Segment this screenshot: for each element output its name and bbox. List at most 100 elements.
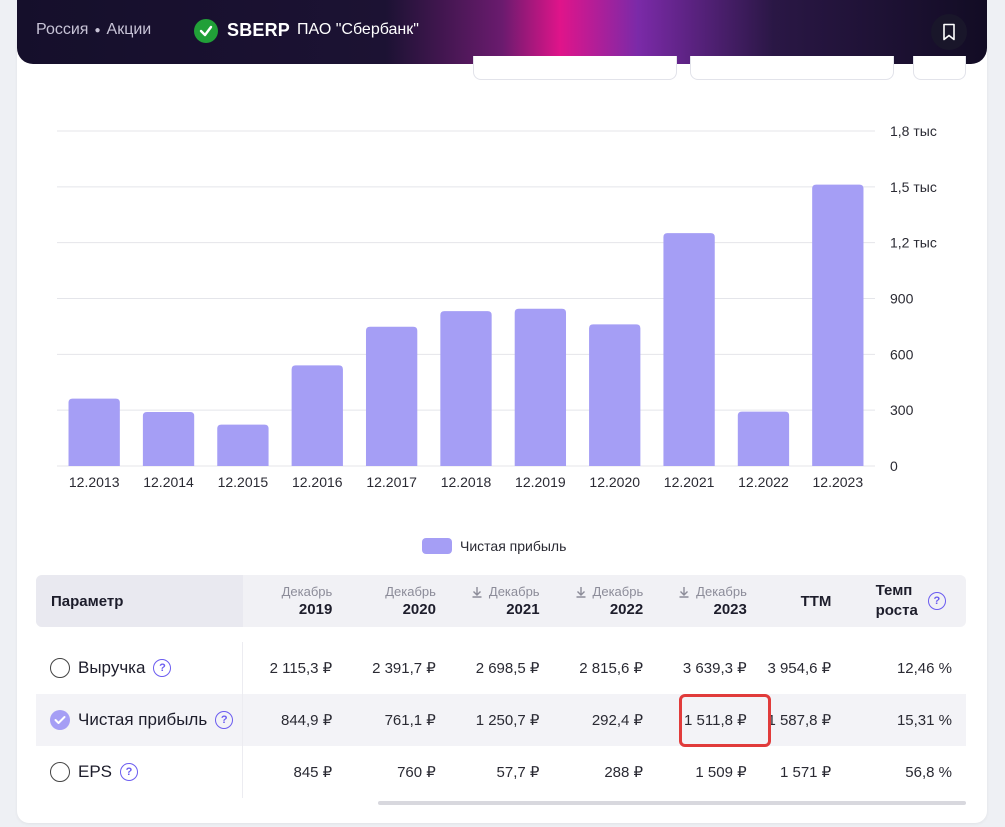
chart-bar[interactable]	[217, 424, 269, 466]
table-cell: 2 815,6 ₽	[579, 660, 644, 677]
breadcrumb: Россия ● Акции	[36, 21, 151, 39]
horizontal-scrollbar[interactable]	[378, 801, 966, 805]
row-radio[interactable]	[50, 658, 70, 678]
table-cell: 1 509 ₽	[695, 764, 747, 781]
table-cell: 3 639,3 ₽	[682, 660, 747, 677]
col-month: Декабрь	[592, 584, 644, 599]
y-tick-label: 600	[890, 346, 914, 362]
currency-select[interactable]	[690, 56, 894, 80]
x-tick-label: 12.2013	[69, 474, 120, 490]
y-tick-label: 0	[890, 458, 898, 474]
bookmark-button[interactable]	[931, 14, 967, 50]
growth-cell: 56,8 %	[905, 763, 952, 781]
table-cell: 292,4 ₽	[591, 712, 644, 729]
col-year: 2019	[298, 601, 333, 618]
col-month: Декабрь	[281, 584, 333, 599]
growth-cell: 15,31 %	[896, 711, 952, 729]
growth-header: Темп роста ?	[845, 575, 966, 627]
chart-bar[interactable]	[589, 324, 641, 466]
top-bar: Россия ● Акции SBERP ПАО "Сбербанк"	[17, 0, 987, 64]
table-cell: 845 ₽	[293, 764, 333, 781]
y-tick-label: 1,5 тыс	[890, 179, 937, 195]
x-tick-label: 12.2023	[813, 474, 864, 490]
net-profit-chart: 0 300 600 900 1,2 тыс 1,5 тыс 1,8 тыс 12.2013 12…	[40, 108, 970, 508]
download-icon[interactable]	[471, 586, 483, 598]
breadcrumb-separator: ●	[94, 24, 101, 36]
row-label: Чистая прибыль	[78, 710, 208, 729]
breadcrumb-country[interactable]: Россия	[36, 21, 89, 38]
chart-bar[interactable]	[440, 311, 492, 466]
x-tick-label: 12.2021	[664, 474, 715, 490]
financials-table: Параметр Декабрь 2019 Декабрь 2020 Декаб…	[36, 575, 966, 798]
col-header-2020[interactable]: Декабрь 2020	[346, 575, 450, 627]
table-row-net-profit[interactable]: Чистая прибыль ? 844,9 ₽ 761,1 ₽ 1 250,7…	[36, 694, 966, 746]
param-header: Параметр	[36, 575, 243, 627]
col-header-2019[interactable]: Декабрь 2019	[243, 575, 347, 627]
y-tick-label: 1,8 тыс	[890, 123, 937, 139]
x-tick-label: 12.2020	[589, 474, 640, 490]
row-radio-checked[interactable]	[50, 710, 70, 730]
sber-logo-icon	[194, 19, 218, 43]
chart-legend[interactable]: Чистая прибыль	[422, 538, 566, 554]
chart-bar[interactable]	[142, 412, 195, 466]
col-month: Декабрь	[488, 584, 540, 599]
table-cell: 57,7 ₽	[496, 764, 540, 781]
table-cell: 761,1 ₽	[384, 712, 436, 729]
row-radio[interactable]	[50, 762, 70, 782]
x-tick-label: 12.2019	[515, 474, 566, 490]
chart-bar[interactable]	[365, 326, 418, 466]
table-row-eps[interactable]: EPS ? 845 ₽ 760 ₽ 57,7 ₽ 288 ₽ 1 509 ₽ 1…	[36, 746, 966, 798]
growth-header-line2: роста	[875, 602, 918, 619]
chart-bar[interactable]	[68, 398, 120, 466]
growth-header-line1: Темп	[875, 582, 913, 599]
col-header-2023[interactable]: Декабрь 2023	[657, 575, 761, 627]
chart-bar[interactable]	[291, 365, 343, 466]
table-cell: 760 ₽	[397, 764, 436, 781]
help-icon[interactable]: ?	[153, 659, 172, 677]
chart-bar[interactable]	[514, 308, 567, 466]
help-icon[interactable]: ?	[120, 763, 139, 781]
col-header-2022[interactable]: Декабрь 2022	[554, 575, 658, 627]
help-icon[interactable]: ?	[927, 592, 946, 610]
legend-swatch	[422, 538, 452, 554]
col-month: Декабрь	[696, 584, 747, 599]
help-icon[interactable]: ?	[215, 711, 234, 729]
table-cell: 2 115,3 ₽	[269, 660, 333, 677]
download-icon[interactable]	[575, 586, 587, 598]
col-year: 2022	[609, 601, 644, 618]
ttm-cell: 1 571 ₽	[779, 764, 832, 781]
x-tick-label: 12.2022	[738, 474, 789, 490]
table-cell: 288 ₽	[604, 764, 644, 781]
period-select[interactable]	[473, 56, 677, 80]
chart-svg: 0 300 600 900 1,2 тыс 1,5 тыс 1,8 тыс 12.2013 12…	[57, 123, 937, 490]
col-year: 2023	[713, 601, 747, 618]
table-cell: 844,9 ₽	[280, 712, 333, 729]
check-icon	[54, 716, 66, 724]
download-icon[interactable]	[678, 586, 690, 598]
table-row-revenue[interactable]: Выручка ? 2 115,3 ₽ 2 391,7 ₽ 2 698,5 ₽ …	[36, 642, 966, 694]
x-tick-label: 12.2015	[218, 474, 269, 490]
table-cell: 2 698,5 ₽	[475, 660, 540, 677]
highlighted-cell: 1 511,8 ₽	[684, 712, 747, 729]
table-cell: 1 250,7 ₽	[475, 712, 540, 729]
breadcrumb-section[interactable]: Акции	[106, 21, 152, 38]
chart-bar[interactable]	[663, 233, 715, 466]
chart-bar[interactable]	[737, 411, 790, 466]
x-tick-label: 12.2016	[292, 474, 343, 490]
table-header: Параметр Декабрь 2019 Декабрь 2020 Декаб…	[36, 575, 966, 627]
x-tick-label: 12.2018	[441, 474, 492, 490]
row-label: EPS	[78, 762, 113, 781]
col-year: 2020	[402, 601, 436, 618]
x-tick-label: 12.2017	[366, 474, 417, 490]
col-header-2021[interactable]: Декабрь 2021	[450, 575, 554, 627]
ttm-cell: 1 587,8 ₽	[767, 712, 832, 729]
ttm-header: TTM	[800, 592, 832, 610]
company-name: ПАО "Сбербанк"	[297, 21, 419, 38]
ticker: SBERP	[227, 20, 291, 40]
highlight-box	[679, 694, 771, 747]
row-label: Выручка	[78, 658, 146, 677]
col-month: Декабрь	[385, 584, 436, 599]
x-tick-label: 12.2014	[143, 474, 194, 490]
view-toggle-button[interactable]	[913, 56, 966, 80]
chart-bar[interactable]	[812, 184, 864, 466]
